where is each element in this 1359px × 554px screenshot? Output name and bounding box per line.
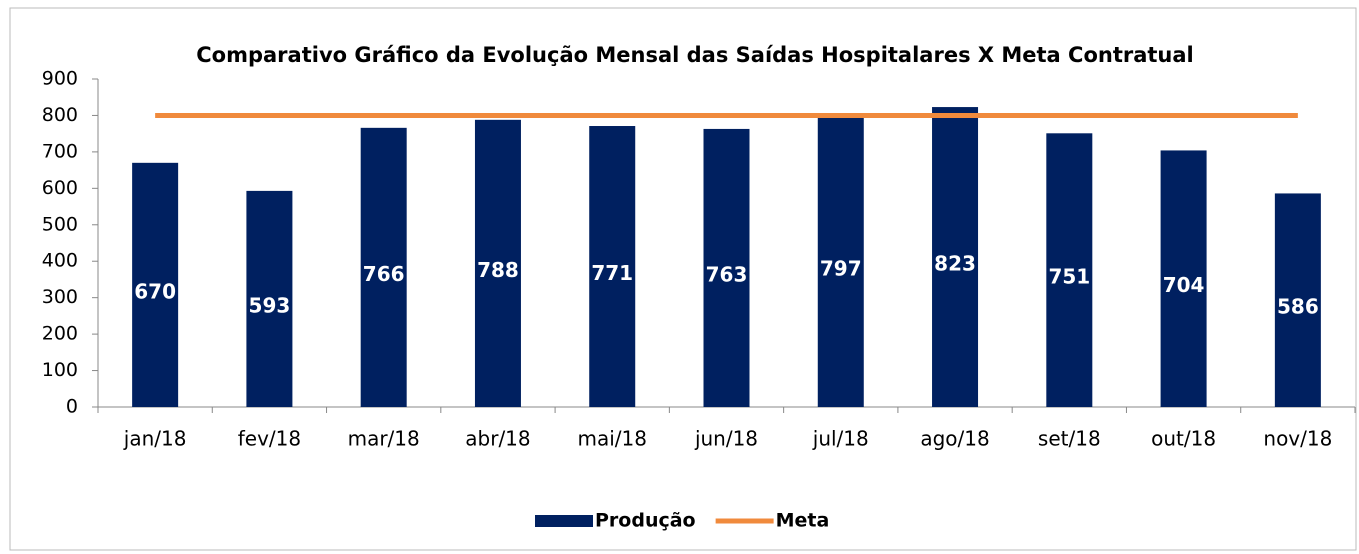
data-label: 771 [591,261,633,285]
data-label: 763 [706,262,748,286]
data-label: 823 [934,252,976,276]
bar [474,119,521,407]
y-tick-label: 200 [42,323,78,345]
x-tick-label: jun/18 [694,427,758,451]
y-tick-label: 600 [42,177,78,199]
y-tick-label: 700 [42,140,78,162]
bar [360,127,407,407]
x-tick-label: nov/18 [1263,427,1332,451]
x-tick-label: fev/18 [238,427,301,451]
x-tick-label: mar/18 [348,427,420,451]
bar [132,162,179,407]
bar [589,126,636,407]
data-label: 704 [1163,273,1205,297]
bar [1046,133,1093,407]
chart-border [9,7,1357,551]
legend-label: Produção [595,510,696,532]
legend-swatch [535,515,593,527]
data-label: 593 [249,293,291,317]
y-tick-label: 500 [42,213,78,235]
chart-title: Comparativo Gráfico da Evolução Mensal d… [196,43,1194,67]
data-label: 670 [134,279,176,303]
x-tick-label: set/18 [1038,427,1101,451]
legend-label: Meta [776,510,830,532]
bar [246,190,293,407]
data-label: 788 [477,258,519,282]
y-tick-label: 900 [42,68,78,90]
y-tick-label: 0 [66,396,78,418]
data-label: 586 [1277,295,1319,319]
y-tick-label: 800 [42,104,78,126]
bar [817,116,864,407]
data-label: 766 [363,262,405,286]
data-label: 797 [820,256,862,280]
bar [703,128,750,407]
bar [1160,150,1207,408]
y-tick-label: 100 [42,359,78,381]
x-tick-label: jul/18 [812,427,869,451]
x-tick-label: ago/18 [920,427,989,451]
x-tick-label: abr/18 [465,427,530,451]
y-tick-label: 300 [42,286,78,308]
y-tick-label: 400 [42,250,78,272]
x-tick-label: jan/18 [123,427,187,451]
x-tick-label: out/18 [1151,427,1216,451]
x-tick-label: mai/18 [577,427,646,451]
data-label: 751 [1048,265,1090,289]
bar [1274,193,1321,407]
bar [932,107,979,407]
